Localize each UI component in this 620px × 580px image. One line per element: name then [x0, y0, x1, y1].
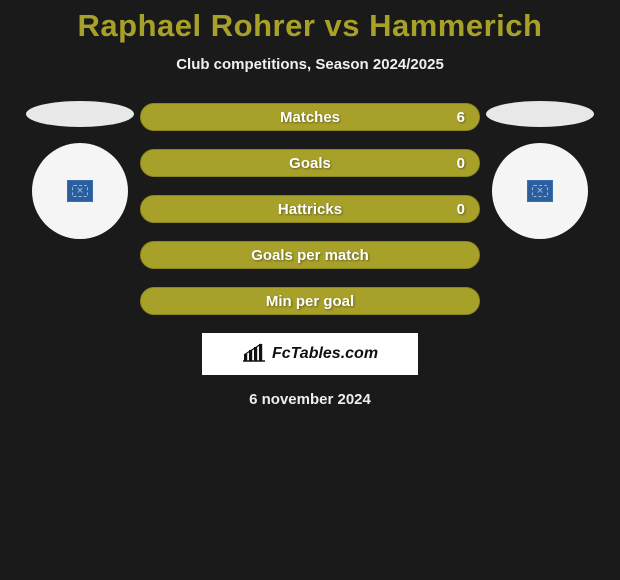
- stat-label: Goals: [289, 155, 331, 172]
- stat-row-gpm: Goals per match: [140, 241, 480, 269]
- stat-row-hattricks: Hattricks 0: [140, 195, 480, 223]
- left-player-col: [20, 101, 140, 239]
- page-title: Raphael Rohrer vs Hammerich: [78, 8, 543, 44]
- bar-chart-icon: [242, 342, 266, 367]
- stat-value-right: 0: [457, 155, 465, 172]
- brand-text: FcTables.com: [272, 345, 378, 363]
- stat-row-mpg: Min per goal: [140, 287, 480, 315]
- date-line: 6 november 2024: [249, 391, 371, 408]
- subtitle: Club competitions, Season 2024/2025: [176, 56, 444, 73]
- stat-label: Goals per match: [251, 247, 369, 264]
- stat-label: Matches: [280, 109, 340, 126]
- team-placeholder-icon: [527, 180, 553, 202]
- stat-value-right: 6: [457, 109, 465, 126]
- team-circle-left: [32, 143, 128, 239]
- stat-label: Min per goal: [266, 293, 354, 310]
- player-name-disc-right: [486, 101, 594, 127]
- player-name-disc-left: [26, 101, 134, 127]
- stat-label: Hattricks: [278, 201, 342, 218]
- stat-row-matches: Matches 6: [140, 103, 480, 131]
- stat-row-goals: Goals 0: [140, 149, 480, 177]
- stats-column: Matches 6 Goals 0 Hattricks 0 Goals per …: [140, 101, 480, 315]
- right-player-col: [480, 101, 600, 239]
- main-row: Matches 6 Goals 0 Hattricks 0 Goals per …: [0, 101, 620, 315]
- team-placeholder-icon: [67, 180, 93, 202]
- comparison-card: Raphael Rohrer vs Hammerich Club competi…: [0, 0, 620, 408]
- stat-value-right: 0: [457, 201, 465, 218]
- team-circle-right: [492, 143, 588, 239]
- brand-logo: FcTables.com: [202, 333, 418, 375]
